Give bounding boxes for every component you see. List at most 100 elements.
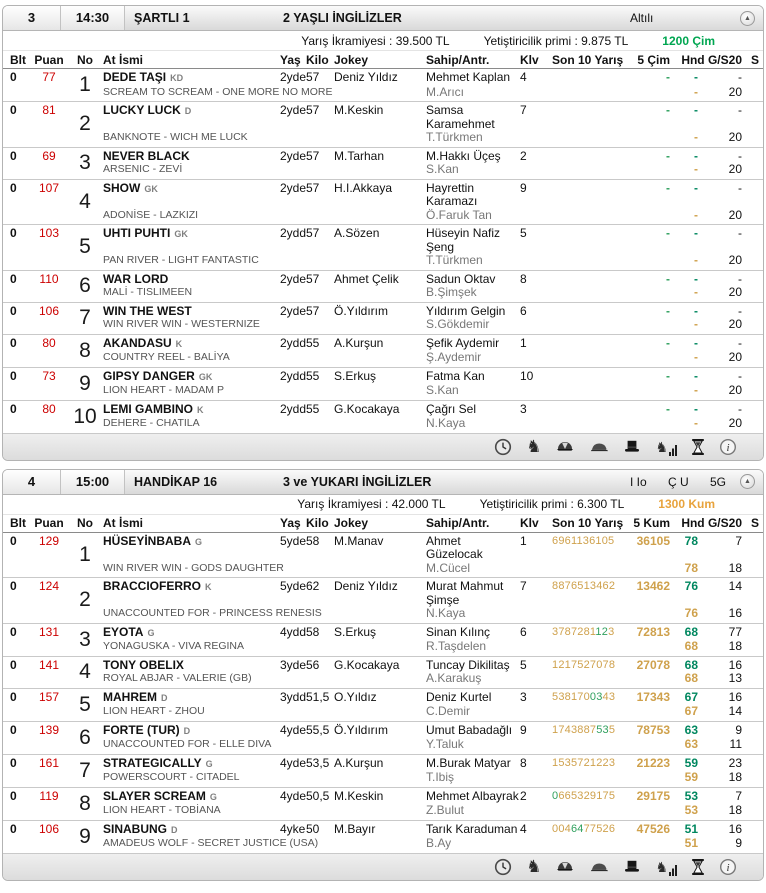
jockey-name: G.Kocakaya [334, 401, 400, 416]
collapse-arrow-icon[interactable]: ▲ [740, 474, 755, 489]
blank [552, 705, 624, 719]
surface-stat-cell: - [624, 181, 670, 223]
blt-cell: 0 [3, 789, 31, 818]
horse-name[interactable]: GIPSY DANGER [103, 368, 195, 383]
program-number: 6 [79, 725, 91, 749]
horse-name[interactable]: UHTI PUHTI [103, 226, 171, 240]
owner-trainer-cell: Hayrettin Karamazı Ö.Faruk Tan [426, 181, 520, 223]
age-cell: 3yde [280, 657, 307, 686]
horse-name[interactable]: EYOTA [103, 624, 144, 639]
jockey-cell: Deniz Yıldız [334, 70, 426, 99]
pedigree: WIN RIVER WIN - GODS DAUGHTER [103, 561, 284, 574]
weight-value: 57 [306, 148, 320, 163]
blank [624, 771, 670, 785]
clock-icon[interactable] [494, 858, 512, 876]
s-cell [742, 182, 762, 223]
top-hat-icon[interactable] [623, 438, 641, 456]
flat-cap-icon[interactable] [589, 438, 609, 456]
stall-number: 1 [520, 533, 527, 548]
program-number: 9 [79, 371, 91, 395]
stall-number: 2 [520, 148, 527, 163]
pedigree: POWERSCOURT - CITADEL [103, 771, 240, 783]
horse-name[interactable]: HÜSEYİNBABA [103, 533, 192, 548]
age-value: 2yde [280, 103, 307, 117]
blt-cell: 0 [3, 103, 31, 145]
gs20-bottom: 20 [728, 416, 742, 430]
blank [31, 672, 67, 686]
last10-cell [552, 182, 624, 223]
trainer-name: B.Şimşek [426, 285, 477, 299]
horse-name[interactable]: DEDE TAŞI [103, 70, 167, 84]
stall-number: 7 [520, 579, 527, 593]
form-segment: 03 [589, 690, 603, 703]
horse-name[interactable]: LUCKY LUCK [103, 103, 181, 117]
horse-name[interactable]: FORTE (TUR) [103, 722, 180, 737]
top-hat-icon[interactable] [623, 858, 641, 876]
age-value: 2ydd [280, 335, 307, 350]
column-header-row: Blt Puan No At İsmi Yaş Kilo Jokey Sahip/Antr. K… [3, 514, 763, 533]
hourglass-icon[interactable] [691, 438, 705, 456]
last10-form: 0046477526 [552, 823, 624, 837]
horse-name-line: WIN THE WEST [103, 303, 280, 319]
horse-cell: WAR LORD MALİ - TISLIMEEN [103, 271, 280, 300]
trainer-name: A.Karakuş [426, 671, 482, 685]
horse-name[interactable]: MAHREM [103, 689, 157, 704]
horse-stats-icon[interactable]: ♞ [655, 858, 677, 876]
horse-icon[interactable]: ♞ [526, 436, 542, 456]
blt-cell: 0 [3, 304, 31, 332]
horse-icon[interactable]: ♞ [526, 856, 542, 876]
hourglass-icon[interactable] [691, 858, 705, 876]
handicap-current: - [694, 368, 698, 383]
info-icon[interactable]: i [719, 858, 737, 876]
equipment-badge: K [197, 404, 204, 415]
horse-name[interactable]: NEVER BLACK [103, 148, 190, 163]
horse-cell: WIN THE WEST WIN RIVER WIN - WESTERNIZE [103, 303, 280, 332]
jockey-name: A.Sözen [334, 226, 380, 240]
blank [10, 163, 31, 177]
pedigree: ADONİSE - LAZKIZI [103, 208, 199, 221]
horse-name[interactable]: TONY OBELIX [103, 657, 184, 672]
s-cell [742, 626, 762, 654]
pedigree: YONAGUSKA - VIVA REGINA [103, 640, 245, 652]
flat-cap-icon[interactable] [589, 858, 609, 876]
last10-form: 6961136105 [552, 535, 624, 549]
age-value: 3yde [280, 657, 307, 672]
horse-name[interactable]: WIN THE WEST [103, 303, 192, 318]
jockey-cap-icon[interactable] [555, 438, 575, 456]
horse-name[interactable]: STRATEGICALLY [103, 755, 202, 770]
horse-name[interactable]: LEMI GAMBINO [103, 401, 193, 416]
race-header-bar: 3 14:30 ŞARTLI 1 2 YAŞLI İNGİLİZLER Altılı ▲ [3, 6, 763, 31]
horse-name[interactable]: SINABUNG [103, 821, 168, 836]
s-cell [742, 305, 762, 332]
last10-form: 8876513462 [552, 580, 624, 594]
stall-cell: 10 [520, 369, 552, 398]
program-number-cell: 1 [67, 71, 103, 99]
weight-cell: 53,5 [306, 755, 334, 785]
race-header-bar: 4 15:00 HANDİKAP 16 3 ve YUKARI İNGİLİZLER I… [3, 469, 763, 495]
owner-trainer-cell: Fatma Kan S.Kan [426, 369, 520, 398]
collapse-arrow-icon[interactable]: ▲ [740, 10, 755, 26]
clock-icon[interactable] [494, 438, 512, 456]
horse-name[interactable]: SLAYER SCREAM [103, 788, 206, 803]
jockey-cell: G.Kocakaya [334, 401, 426, 431]
horse-name-line: EYOTA G [103, 624, 280, 641]
blank [624, 209, 670, 223]
jockey-cap-icon[interactable] [555, 858, 575, 876]
horse-name[interactable]: SHOW [103, 180, 141, 195]
horse-stats-icon[interactable]: ♞ [655, 438, 677, 456]
jockey-cell: S.Erkuş [334, 369, 426, 398]
handicap-current: - [694, 70, 698, 84]
bet-code: 5G [709, 474, 726, 489]
weight-value: 53,5 [306, 755, 330, 770]
age-value: 4yke [280, 821, 306, 836]
horse-cell: HÜSEYİNBABA G WIN RIVER WIN - GODS DAUGHTE… [103, 533, 284, 576]
horse-name[interactable]: BRACCIOFERRO [103, 579, 201, 593]
info-icon[interactable]: i [719, 438, 737, 456]
surface-stat-cell: - [624, 149, 670, 177]
horse-name[interactable]: AKANDASU [103, 335, 172, 350]
puan-value: 106 [38, 821, 60, 836]
jockey-cell: A.Sözen [334, 226, 426, 268]
horse-name[interactable]: WAR LORD [103, 271, 169, 286]
stall-cell: 7 [520, 103, 552, 145]
last10-cell [552, 305, 624, 332]
